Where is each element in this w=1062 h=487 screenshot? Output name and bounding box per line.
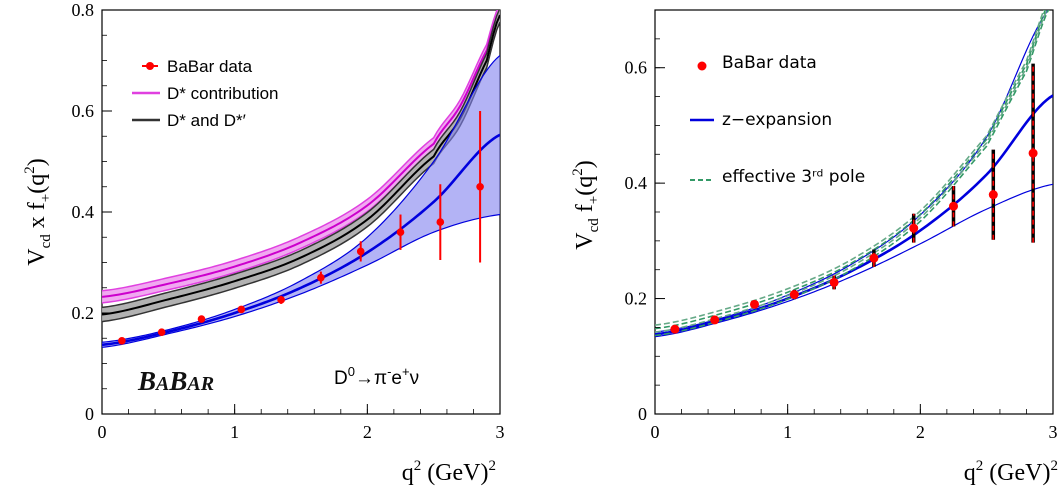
right-data-point-2 [750, 299, 759, 309]
left-data-point-5 [317, 273, 325, 282]
right-data-point-9 [1028, 148, 1038, 158]
left-y-tick-label-1: 0.2 [72, 303, 95, 323]
legend-marker-babar-right [697, 61, 707, 71]
right-pole-line-2 [655, 10, 1047, 330]
right-x-tick-label-3: 3 [1049, 422, 1058, 442]
right-x-axis-label: q2 (GeV)2 [964, 458, 1058, 486]
right-x-tick-label-1: 1 [783, 422, 792, 442]
legend-label-3rd-pole: effective 3ʳᵈ pole [722, 167, 865, 187]
right-y-tick-label-3: 0.6 [625, 58, 648, 78]
legend-label-dstar: D* contribution [167, 84, 279, 103]
left-chart: 0 1 2 3 0 0.2 0.4 0.6 0.8 Vcd x f+(q2) q2 (GeV)2… [22, 0, 505, 486]
legend-label-babar: BaBar data [167, 57, 253, 76]
left-fit-center [102, 133, 500, 347]
left-fit-lower [102, 213, 500, 348]
right-data-point-7 [949, 201, 958, 211]
left-fit-upper [102, 55, 500, 343]
legend-label-babar-right: BaBar data [722, 53, 817, 73]
left-data-point-0 [118, 336, 126, 345]
right-y-tick-label-1: 0.2 [625, 289, 648, 309]
left-legend: BaBar data D* contribution D* and D*′ [132, 57, 279, 130]
decay-annotation: D0→π-e+ν [334, 364, 419, 389]
left-band-fill-2 [102, 10, 500, 322]
right-fit-lower [655, 183, 1053, 338]
left-x-tick-label-2: 2 [363, 422, 372, 442]
right-data-point-1 [710, 315, 720, 325]
left-x-tick-label-3: 3 [496, 422, 505, 442]
left-band-center-1 [102, 10, 500, 298]
left-y-tick-label-3: 0.6 [72, 101, 95, 121]
right-pole-line-0 [655, 10, 1050, 337]
legend-label-dstar-dstarprime: D* and D*′ [167, 111, 246, 130]
right-data-point-0 [670, 324, 680, 334]
left-band-upper-1 [102, 10, 498, 292]
left-band-upper-2 [102, 10, 500, 309]
left-y-tick-label-4: 0.8 [72, 0, 95, 20]
left-data-point-9 [476, 182, 484, 191]
left-y-axis-label: Vcd x f+(q2) [22, 158, 54, 265]
right-pole-line-3 [655, 10, 1045, 326]
left-data-point-7 [396, 228, 405, 236]
left-data-point-6 [356, 247, 365, 256]
right-data-point-5 [869, 253, 879, 263]
left-y-tick-label-2: 0.4 [72, 202, 95, 222]
left-x-tick-label-0: 0 [98, 422, 107, 442]
legend-label-zexp: z−expansion [722, 110, 832, 130]
left-band-center-2 [102, 14, 500, 316]
right-data-point-8 [988, 190, 998, 200]
left-data-point-1 [157, 328, 166, 336]
right-y-tick-label-2: 0.4 [625, 173, 648, 193]
right-pole-line-1 [655, 10, 1048, 333]
right-x-tick-label-0: 0 [651, 422, 660, 442]
left-y-tick-label-0: 0 [85, 404, 94, 424]
left-x-tick-label-1: 1 [230, 422, 239, 442]
right-y-axis-label: Vcd f+(q2) [570, 160, 602, 249]
right-data-point-4 [829, 277, 839, 287]
right-x-tick-label-2: 2 [916, 422, 925, 442]
left-x-axis-label: q2 (GeV)2 [402, 458, 496, 486]
right-y-tick-label-0: 0 [638, 404, 647, 424]
right-plot-frame [654, 9, 1054, 415]
left-data-point-2 [197, 315, 206, 323]
babar-logo: BABAR [137, 366, 214, 396]
right-data-point-3 [789, 290, 799, 300]
left-data-point-4 [277, 296, 285, 304]
right-chart: 0 1 2 3 0 0.2 0.4 0.6 Vcd f+(q2) q2 (GeV)2 BaBa… [570, 9, 1058, 486]
right-data-point-6 [909, 223, 919, 233]
left-band-fill-1 [102, 10, 500, 303]
left-data-point-8 [436, 218, 445, 226]
left-data-point-3 [237, 305, 246, 314]
right-legend: BaBar data z−expansion effective 3ʳᵈ pol… [690, 53, 865, 187]
